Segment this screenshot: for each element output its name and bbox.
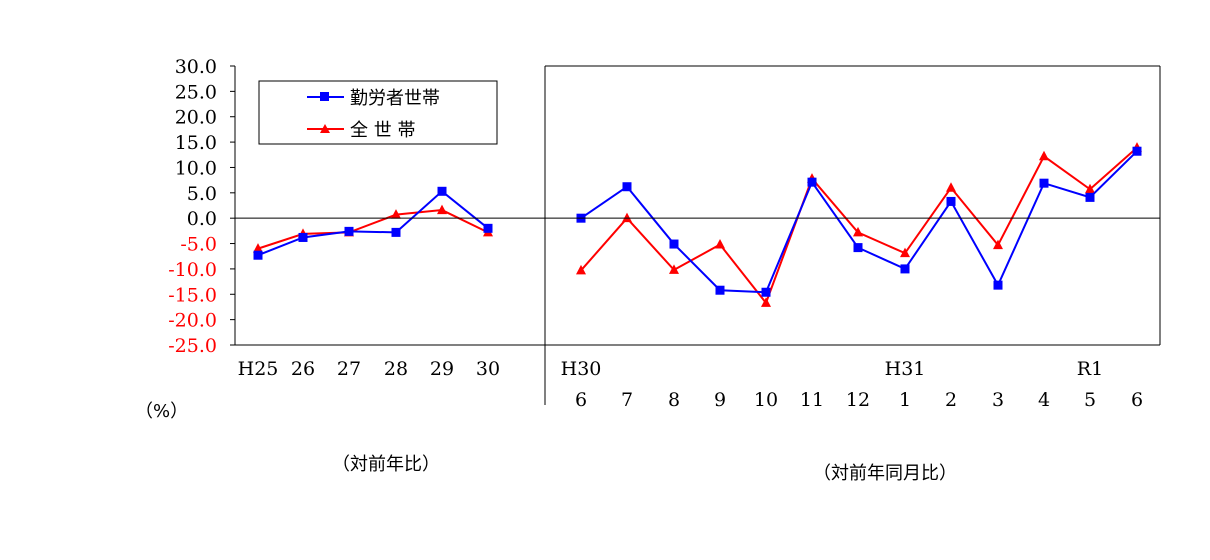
y-tick-label: 30.0 [175, 56, 217, 78]
data-point-annual [298, 232, 308, 242]
data-point-monthly [1039, 150, 1049, 161]
x-era-label: R1 [1077, 358, 1103, 380]
x-tick-label-month: 6 [1131, 389, 1143, 411]
data-point-monthly [622, 182, 632, 192]
y-tick-label: -25.0 [168, 335, 217, 357]
unit-label: （%） [135, 401, 188, 422]
data-point-monthly [715, 285, 725, 295]
x-era-label: H30 [561, 358, 602, 380]
data-point-monthly [900, 264, 910, 274]
series-line-annual [257, 209, 489, 250]
x-tick-label-month: 11 [800, 389, 824, 411]
caption-monthly: （対前年同月比） [813, 463, 957, 484]
data-point-monthly [576, 264, 586, 275]
data-point-monthly [807, 177, 817, 187]
x-tick-label-month: 3 [992, 389, 1004, 411]
data-point-annual [437, 204, 447, 215]
data-point-annual [344, 226, 354, 236]
data-point-monthly [1039, 178, 1049, 188]
data-point-monthly [946, 196, 956, 206]
x-tick-label-annual: 26 [291, 358, 315, 380]
x-tick-label-month: 9 [714, 389, 726, 411]
data-point-annual [437, 186, 447, 196]
x-tick-label-annual: 30 [476, 358, 500, 380]
series-line-annual [257, 189, 489, 257]
x-tick-label-month: 1 [899, 389, 911, 411]
y-tick-label: -15.0 [168, 284, 217, 306]
data-point-monthly [1085, 192, 1095, 202]
legend-label-workers: 勤労者世帯 [350, 88, 440, 109]
x-tick-label-month: 2 [945, 389, 957, 411]
data-point-monthly [993, 280, 1003, 290]
data-point-monthly [761, 297, 771, 307]
y-tick-label: 15.0 [175, 132, 217, 154]
data-point-annual [253, 250, 263, 260]
x-tick-label-annual: 27 [337, 358, 361, 380]
legend-label-all: 全 世 帯 [350, 120, 415, 141]
series-line-monthly [580, 146, 1138, 305]
x-tick-label-month: 10 [754, 389, 778, 411]
data-point-annual [391, 209, 401, 219]
data-point-monthly [761, 287, 771, 297]
data-point-annual [253, 243, 263, 253]
x-tick-label-month: 8 [668, 389, 680, 411]
y-tick-label: 0.0 [187, 208, 217, 230]
data-point-annual [483, 223, 493, 233]
data-point-monthly [853, 243, 863, 253]
data-point-monthly [669, 264, 679, 274]
y-tick-label: 10.0 [175, 157, 217, 179]
y-tick-label: -10.0 [168, 259, 217, 281]
data-point-monthly [946, 182, 956, 192]
x-tick-label-month: 7 [621, 389, 633, 411]
y-tick-label: -20.0 [168, 310, 217, 332]
x-tick-label-annual: H25 [238, 358, 279, 380]
legend: 勤労者世帯 全 世 帯 [258, 80, 498, 145]
caption-annual: （対前年比） [332, 454, 440, 475]
y-tick-label: 20.0 [175, 107, 217, 129]
data-point-monthly [715, 239, 725, 249]
series-line-monthly [580, 150, 1138, 294]
data-point-monthly [853, 226, 863, 237]
x-tick-label-annual: 29 [430, 358, 454, 380]
data-point-annual [391, 227, 401, 237]
x-tick-label-month: 4 [1038, 389, 1050, 411]
data-point-monthly [993, 239, 1003, 250]
y-tick-label: 5.0 [187, 183, 217, 205]
data-point-monthly [1132, 146, 1142, 156]
y-tick-label: 25.0 [175, 81, 217, 103]
x-era-label: H31 [885, 358, 926, 380]
x-tick-label-annual: 28 [384, 358, 408, 380]
data-point-monthly [1085, 183, 1095, 194]
y-tick-label: -5.0 [180, 234, 217, 256]
data-point-monthly [900, 247, 910, 258]
x-tick-label-month: 6 [575, 389, 587, 411]
data-point-monthly [669, 239, 679, 249]
x-tick-label-month: 12 [846, 389, 870, 411]
x-tick-label-month: 5 [1084, 389, 1096, 411]
data-point-monthly [622, 212, 632, 223]
